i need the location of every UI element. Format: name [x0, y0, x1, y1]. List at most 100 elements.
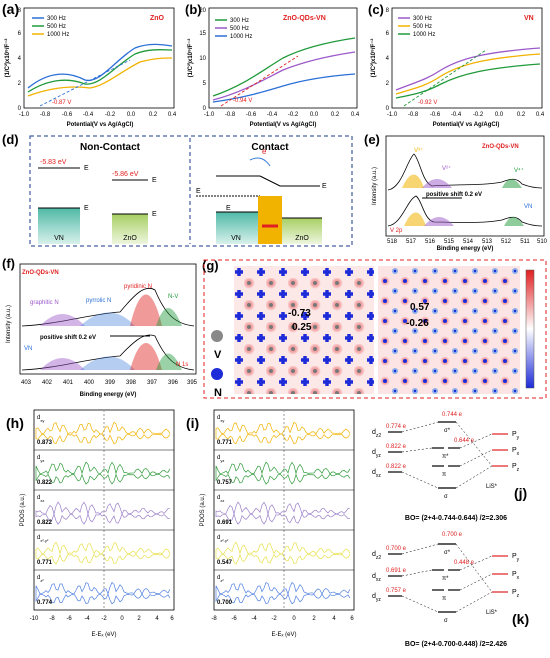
x-tick: 6: [170, 616, 174, 622]
curve-1000: [212, 73, 356, 103]
lis-label: LiS*: [486, 484, 498, 490]
y-axis-label: (1/C²)x10⁹/F⁻²: [187, 39, 194, 78]
orbital-label: dyz: [372, 593, 381, 603]
x-axis-label: Potential(V vs Ag/AgCl): [67, 122, 134, 128]
panel-e-letter: (e): [364, 132, 380, 147]
spin-up-trace: [35, 461, 171, 475]
x-tick: 517: [406, 239, 417, 245]
v-legend-label: V: [214, 349, 222, 361]
p-label: Pz: [512, 589, 520, 599]
vn-lattice: [234, 266, 374, 394]
mott-schottky-plot-a: (a) ZnO 300 Hz 500 Hz 1000 Hz -0.87 V Po…: [2, 1, 177, 128]
panel-c: (c) VN 300 Hz 500 Hz 1000 Hz -0.92 V Pot…: [366, 0, 550, 130]
charge-value: -0.73: [288, 308, 311, 319]
panel-b: (b) ZnO-QDs-VN 300 Hz 500 Hz 1000 Hz -0.…: [183, 0, 366, 130]
mott-schottky-plot-c: (c) VN 300 Hz 500 Hz 1000 Hz -0.92 V Pot…: [368, 2, 545, 128]
pdos-row: dxz 0.691: [214, 489, 354, 526]
occupancy-value: 0.771: [37, 560, 53, 566]
x-ticks: -10 -8 -6 -4 -2 0 2 4 6: [30, 616, 175, 622]
band-diagram: (d) Non-Contact Contact -5.83 eV E E VN …: [2, 132, 353, 247]
y-tick: 0: [18, 106, 22, 112]
ec-label: E: [152, 177, 157, 184]
occupancy-value: 0.757: [217, 480, 233, 486]
curve-1000: [395, 63, 541, 99]
charge-value: 0.757 e: [386, 588, 407, 594]
orbital-label: dyz: [372, 449, 381, 459]
spin-down-trace: [35, 593, 171, 605]
peak-v4-label: V⁴⁺: [514, 167, 524, 174]
zno-label: ZnO: [123, 235, 137, 242]
x-tick: -1.0: [387, 112, 398, 118]
y-tick: 2: [386, 81, 390, 87]
x-tick: 0.4: [168, 112, 177, 118]
tangent-line: [220, 55, 299, 107]
x-tick: 398: [126, 380, 137, 386]
occupancy-value: 0.700: [217, 600, 233, 606]
spin-up-trace: [35, 541, 171, 555]
lis-label: LiS*: [486, 610, 498, 616]
x-tick: -0.6: [246, 112, 257, 118]
y-axis-label: PDOS (a.u.): [20, 494, 26, 527]
peak-v3: [402, 174, 424, 188]
contact-ec-bend: [259, 175, 320, 187]
panel-k-letter: (k): [512, 611, 529, 627]
x-tick: -0.2: [288, 112, 299, 118]
occupancy-value: 0.547: [217, 560, 233, 566]
x-tick: 396: [168, 380, 179, 386]
x-tick: -6: [66, 616, 72, 622]
spin-up-trace: [215, 501, 351, 516]
p-label: Px: [512, 571, 520, 581]
electron-label: e: [262, 147, 267, 156]
flatband-annotation: -0.92 V: [418, 100, 437, 106]
ev-label: E: [152, 211, 157, 218]
panel-j: (j) dz2 dyz dxz 0.774 e 0.822 e 0.822 e …: [362, 404, 550, 524]
pdos-row: dxy 0.873: [35, 415, 171, 446]
sample-tag: ZnO-QDs-VN: [482, 144, 519, 150]
x-tick: 399: [105, 380, 116, 386]
spin-up-trace: [215, 541, 351, 555]
ef-label: E: [196, 188, 201, 195]
x-tick: -4: [84, 616, 90, 622]
spin-down-trace: [215, 593, 351, 605]
occupancy-value: 0.771: [217, 440, 233, 446]
x-tick: 0.2: [331, 112, 340, 118]
pdos-row: dyz 0.822: [34, 449, 174, 486]
zno-band-contact: [282, 218, 322, 244]
panel-a-letter: (a): [2, 1, 19, 17]
y-axis-label: PDOS (a.u.): [200, 494, 206, 527]
x-axis-label: Potential(V vs Ag/AgCl): [433, 122, 500, 128]
ec-label: E: [84, 165, 89, 172]
x-tick: 515: [444, 239, 455, 245]
occupancy-value: 0.873: [37, 440, 53, 446]
vn-band-contact: [216, 212, 260, 244]
legend-500: 500 Hz: [230, 26, 249, 32]
x-axis-label: E-Eₓ (eV): [272, 632, 297, 638]
sigma-label: σ: [444, 618, 448, 624]
x-axis-label: Binding energy (eV): [80, 392, 137, 398]
x-tick: 514: [463, 239, 474, 245]
legend-300: 300 Hz: [413, 16, 432, 22]
x-tick: -0.2: [473, 112, 484, 118]
pdos-row: dz² 0.774: [34, 569, 174, 606]
x-tick: 400: [84, 380, 95, 386]
x-ticks: -1.0 -0.8 -0.6 -0.4 -0.2 0.0 0.2 0.4: [387, 112, 545, 118]
orbital-label: dx²-y²: [37, 535, 49, 543]
ev-label: E: [84, 205, 89, 212]
pdos-plot-h: (h) dxy0.873dyz0.822dxz0.822dx²-y²0.771d…: [6, 409, 175, 638]
x-tick: -0.4: [267, 112, 278, 118]
noncontact-title: Non-Contact: [80, 142, 141, 153]
y-tick: 20: [199, 8, 206, 14]
curve-1000: [27, 57, 173, 97]
vn-tag: VN: [24, 346, 32, 352]
x-tick: 2: [137, 616, 141, 622]
peak-pyrrolic-bottom: [80, 356, 135, 370]
y-tick: 5: [203, 81, 207, 87]
pdos-row: dx²-y² 0.771: [34, 529, 174, 566]
n-legend-label: N: [214, 387, 222, 399]
panel-j-letter: (j): [514, 485, 527, 501]
plot-frame: [391, 7, 543, 109]
pi-star-label: π*: [442, 454, 449, 460]
sample-tag: ZnO-QDs-VN: [283, 15, 326, 22]
x-axis-label: Binding energy (eV): [437, 246, 494, 252]
charge-density-map: (g) V N -0.73 0.25 0.57 -0.26: [202, 258, 547, 399]
